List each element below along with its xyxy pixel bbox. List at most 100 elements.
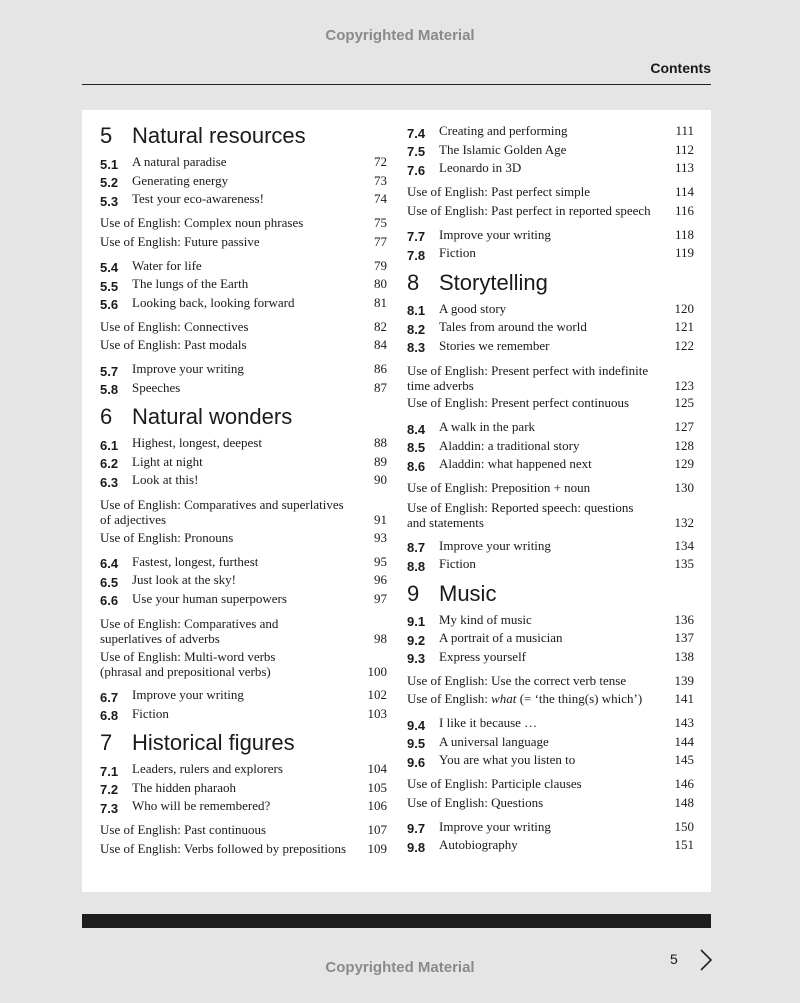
page-ref: 141	[674, 691, 695, 706]
entry-group: Use of English: Past continuous 107 Use of…	[100, 821, 387, 858]
entry-line: time adverbs	[407, 377, 474, 393]
page-ref: 104	[367, 761, 388, 776]
entry-line: Use of English: Comparatives and superla…	[100, 497, 344, 512]
page-ref: 107	[367, 822, 388, 837]
entry-text: Use of English: Connectives	[100, 318, 249, 334]
grammar-entry: Use of English: Past modals	[100, 336, 357, 355]
page-ref: 81	[374, 294, 387, 310]
lesson-title: Aladdin: what happened next	[439, 456, 592, 471]
contents-entry: Use of English: Reported speech: questio…	[407, 498, 694, 532]
grammar-entry: Use of English: Reported speech: questio…	[407, 498, 664, 532]
lesson-number: 5.6	[100, 297, 119, 312]
lesson-title: Generating energy	[132, 172, 229, 188]
contents-entry: 5.3 Test your eco-awareness! 74	[100, 190, 387, 209]
lesson-title: Test your eco-awareness!	[132, 191, 264, 206]
page-ref: 118	[674, 226, 694, 242]
page-ref: 100	[367, 664, 388, 679]
contents-entry: Use of English: Questions 148	[407, 794, 694, 813]
contents-entry: 5.4 Water for life 79	[100, 257, 387, 276]
lesson-title: Improve your writing	[132, 361, 244, 376]
lesson-title: Express yourself	[439, 648, 527, 664]
grammar-entry: Use of English: Past perfect in reported…	[407, 202, 664, 221]
entry-group: 7.7 Improve your writing 118 7.8 Fiction 119	[407, 226, 694, 263]
page-ref: 148	[674, 794, 695, 810]
lesson-number: 8.1	[407, 303, 426, 318]
page-ref: 77	[374, 233, 387, 249]
grammar-entry: Use of English: Past perfect simple	[407, 183, 664, 202]
chapter-heading: 7 Historical figures	[100, 729, 387, 757]
contents-entry: Use of English: Connectives 82	[100, 318, 387, 337]
lesson-number: 5.1	[100, 156, 119, 172]
entry-line: Use of English: Comparatives and	[100, 615, 279, 631]
page-ref: 103	[367, 705, 388, 721]
lesson-title: Fiction	[439, 245, 476, 260]
lesson-number: 9.1	[407, 614, 426, 629]
page-ref: 79	[374, 257, 387, 273]
contents-entry: 6.3 Look at this! 90	[100, 471, 387, 490]
entry-text: Use of English: Future passive	[100, 233, 260, 249]
page-ref: 128	[674, 437, 695, 453]
lesson-number: 6.2	[100, 456, 119, 471]
grammar-entry: Use of English: what (= ‘the thing(s) wh…	[407, 690, 664, 709]
contents-entry: 6.7 Improve your writing 102	[100, 686, 387, 705]
lesson-number: 8.4	[407, 421, 426, 437]
page-ref: 96	[374, 572, 387, 587]
lesson-title: Improve your writing	[439, 818, 551, 834]
entry-group: 9.1 My kind of music 136 9.2 A portrait of a…	[407, 611, 694, 667]
grammar-entry: Use of English: Comparatives and superla…	[100, 495, 357, 529]
lesson-number: 8.5	[407, 440, 426, 455]
lesson-number: 8.6	[407, 458, 426, 474]
chapter-title: Historical figures	[132, 730, 295, 755]
lesson-title: A portrait of a musician	[439, 630, 563, 645]
lesson-number: 8.7	[407, 540, 426, 555]
lesson-title: You are what you listen to	[439, 752, 576, 767]
contents-entry: 9.3 Express yourself 138	[407, 648, 694, 667]
entry-text: Use of English: Present perfect continuo…	[407, 395, 630, 410]
lesson-number: 5.5	[100, 278, 119, 294]
entry-group: 9.4 I like it because … 143 9.5 A universal …	[407, 714, 694, 770]
contents-entry: 6.5 Just look at the sky! 96	[100, 571, 387, 590]
grammar-entry: Use of English: Use the correct verb ten…	[407, 672, 664, 691]
lesson-number: 8.3	[407, 340, 426, 355]
entry-group: 9.7 Improve your writing 150 9.8 Autobiograp…	[407, 818, 694, 855]
next-arrow[interactable]	[698, 948, 714, 972]
entry-group: Use of English: Complex noun phrases 75 Us…	[100, 214, 387, 251]
entry-group: Use of English: Participle clauses 146 Use…	[407, 775, 694, 812]
contents-entry: 9.5 A universal language 144	[407, 733, 694, 752]
lesson-title: My kind of music	[439, 611, 532, 627]
lesson-number: 6.7	[100, 689, 119, 705]
footer-bar	[82, 914, 711, 928]
contents-entry: 7.1 Leaders, rulers and explorers 104	[100, 760, 387, 779]
lesson-title: Fiction	[439, 556, 476, 571]
chapter-number: 5	[100, 123, 113, 148]
chapter-number: 6	[100, 404, 113, 429]
page-ref: 113	[674, 160, 694, 175]
entry-group: 7.1 Leaders, rulers and explorers 104 7.2 Th…	[100, 760, 387, 816]
lesson-number: 6.4	[100, 556, 119, 571]
lesson-number: 7.6	[407, 162, 426, 178]
page-ref: 116	[674, 202, 694, 218]
lesson-number: 6.6	[100, 593, 119, 608]
lesson-title: Improve your writing	[439, 226, 551, 242]
lesson-title: Tales from around the world	[439, 319, 587, 334]
lesson-number: 7.5	[407, 144, 426, 159]
contents-entry: 5.7 Improve your writing 86	[100, 360, 387, 379]
contents-entry: 8.5 Aladdin: a traditional story 128	[407, 437, 694, 456]
grammar-entry: Use of English: Present perfect continuo…	[407, 394, 664, 413]
entry-text: Use of English: Participle clauses	[407, 776, 582, 791]
page-number: 5	[670, 951, 678, 967]
page-ref: 151	[674, 837, 695, 852]
page-ref: 95	[374, 553, 387, 569]
page-ref: 146	[674, 776, 695, 791]
page-ref: 144	[674, 733, 695, 749]
lesson-title: Fiction	[132, 705, 169, 721]
chapter-heading: 8 Storytelling	[407, 269, 694, 297]
lesson-title: Just look at the sky!	[132, 572, 236, 587]
contents-entry: 7.6 Leonardo in 3D 113	[407, 159, 694, 178]
lesson-title: Look at this!	[132, 472, 199, 487]
contents-entry: 9.6 You are what you listen to 145	[407, 751, 694, 770]
entry-group: Use of English: Comparatives and superlat…	[100, 614, 387, 681]
contents-entry: Use of English: Participle clauses 146	[407, 775, 694, 794]
contents-entry: 6.1 Highest, longest, deepest 88	[100, 434, 387, 453]
contents-entry: Use of English: Comparatives and superla…	[100, 495, 387, 529]
